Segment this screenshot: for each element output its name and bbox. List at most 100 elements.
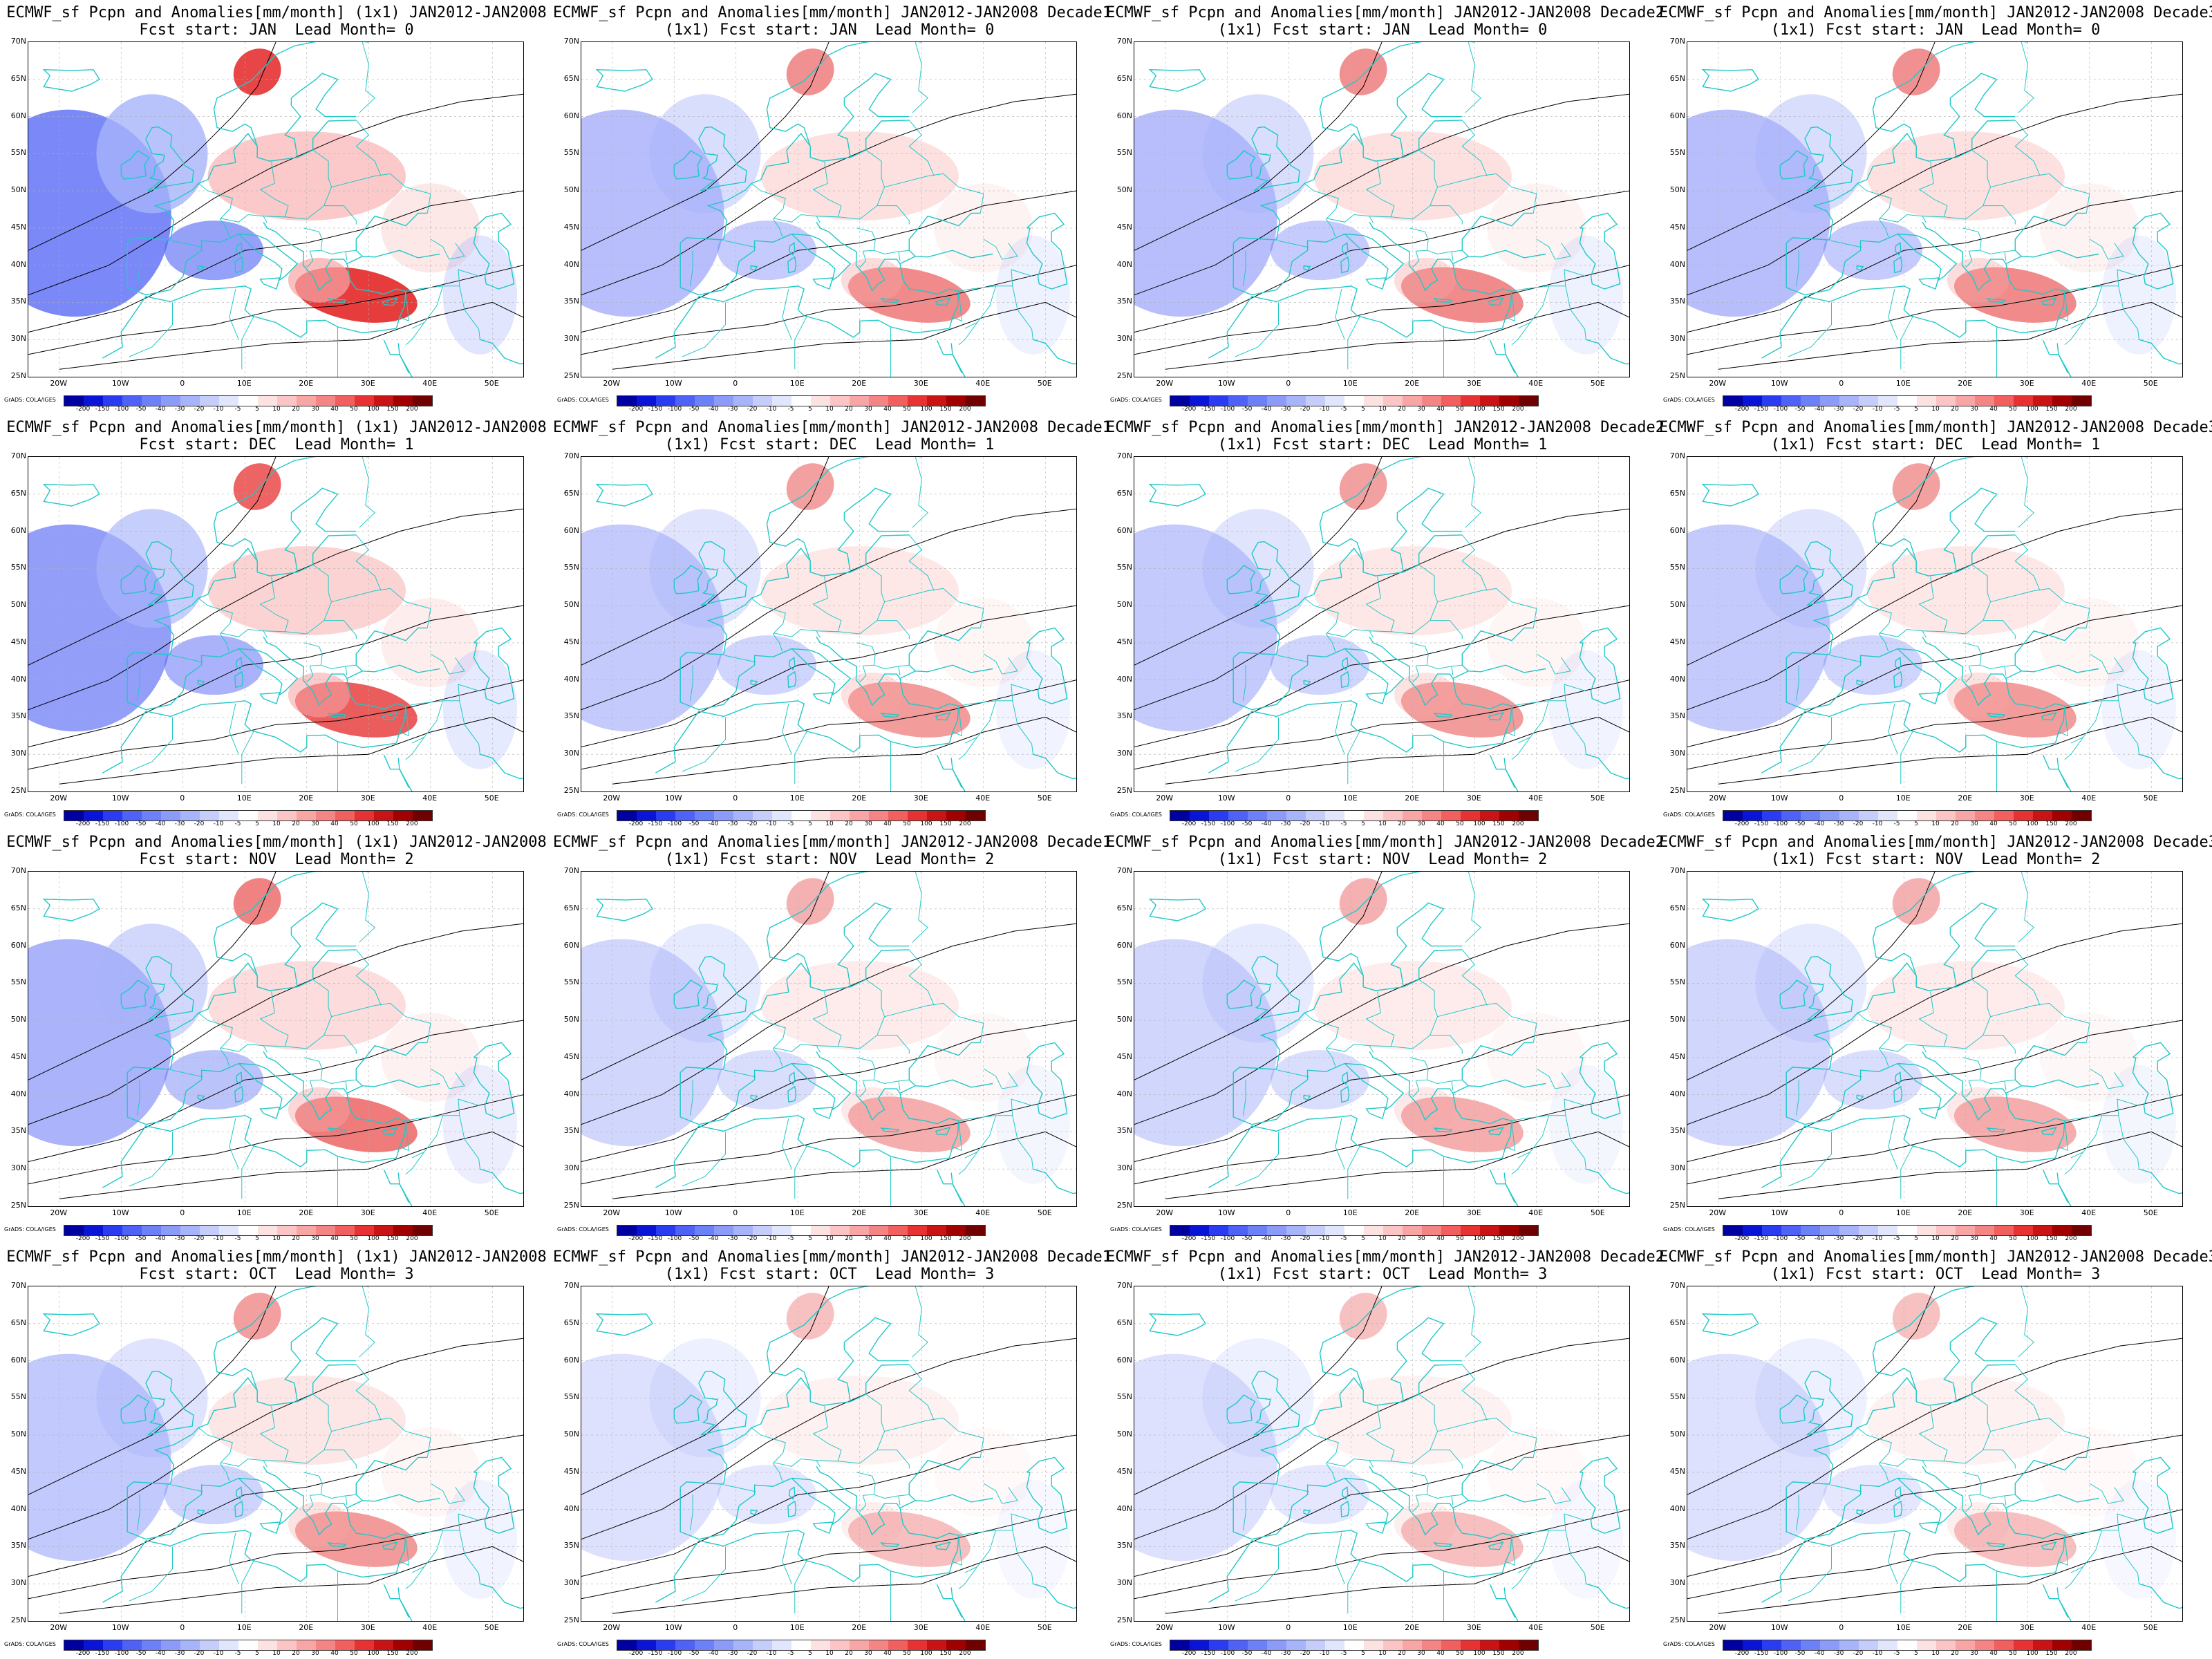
island-coastline — [327, 1542, 347, 1548]
island-coastline — [787, 671, 797, 688]
coastline — [1251, 1530, 1503, 1582]
longitude-tick-label: 40E — [1528, 1623, 1544, 1632]
map-canvas — [581, 872, 1076, 1206]
country-border — [1327, 214, 1374, 223]
colorbar-swatch — [1519, 1640, 1538, 1650]
longitude-tick-label: 0 — [1286, 1623, 1291, 1632]
coastline — [1761, 711, 1806, 774]
country-border — [2089, 653, 2124, 675]
colorbar-tick-label: -30 — [174, 1235, 185, 1242]
latitude-tick-label: 50N — [10, 185, 26, 195]
coastline — [1232, 949, 1463, 1073]
anomaly-shading — [164, 1465, 264, 1525]
colorbar-tick-label: -40 — [1261, 1650, 1272, 1657]
latitude-tick-label: 45N — [10, 222, 26, 232]
country-border — [1277, 655, 1309, 663]
latitude-tick-label: 45N — [563, 1051, 579, 1061]
coastline — [1785, 534, 2016, 658]
anomaly-shading — [847, 1511, 971, 1567]
country-border — [1437, 1417, 1537, 1458]
coastline — [102, 296, 147, 359]
colorbar-swatch — [1383, 811, 1403, 821]
colorbar-swatch — [355, 396, 374, 406]
panel-title: ECMWF_sf Pcpn and Anomalies[mm/month] JA… — [1106, 4, 1665, 39]
colorbar-swatch — [413, 811, 432, 821]
colorbar-tick-label: -30 — [727, 1235, 738, 1242]
island-coastline — [880, 1127, 900, 1133]
country-border — [952, 1121, 962, 1152]
colorbar-swatch — [966, 811, 985, 821]
country-border — [874, 250, 910, 255]
country-border — [859, 251, 867, 268]
anomaly-shading — [786, 463, 834, 510]
country-border — [964, 1115, 997, 1159]
island-coastline — [1365, 692, 1387, 705]
colorbar-tick-label: -20 — [1853, 821, 1864, 827]
latitude-tick-label: 35N — [563, 1126, 579, 1136]
colorbar-swatch — [84, 811, 103, 821]
colorbar-tick-label: -40 — [1814, 1650, 1825, 1657]
island-coastline — [120, 1394, 150, 1424]
colorbar-tick-label: 150 — [386, 1650, 399, 1657]
country-border — [1880, 1043, 1927, 1053]
colorbar-swatch — [277, 1226, 297, 1235]
colorbar-tick-label: -20 — [1853, 1235, 1864, 1242]
colorbar-tick-label: -30 — [1280, 1650, 1291, 1657]
colorbar-tick-label: -5 — [1340, 1650, 1347, 1657]
country-border — [1335, 1533, 1345, 1584]
colorbar-swatch — [1344, 811, 1364, 821]
colorbar-swatch — [927, 1226, 946, 1235]
colorbar-tick-label: 100 — [1473, 1650, 1485, 1657]
island-coastline — [259, 277, 281, 290]
colorbar-swatch — [1956, 1226, 1975, 1235]
latitude-tick-label: 65N — [563, 73, 579, 83]
climatology-contour — [1165, 1546, 1629, 1614]
country-border — [1327, 628, 1374, 638]
coastline — [263, 1042, 428, 1121]
coastline — [1785, 120, 2016, 243]
country-border — [459, 285, 480, 340]
coastline — [1943, 487, 2016, 572]
country-border — [1517, 285, 1550, 329]
latitude-tick-label: 70N — [563, 37, 579, 46]
colorbar-swatch — [811, 1226, 830, 1235]
grads-credit: GrADS: COLA/IGES — [4, 1226, 56, 1232]
colorbar-tick-label: -5 — [1893, 821, 1900, 827]
colorbar-tick-label: 40 — [1436, 1650, 1445, 1657]
longitude-tick-label: 50E — [484, 1623, 499, 1632]
colorbar-tick-label: -40 — [1261, 821, 1272, 827]
island-coastline — [1251, 1370, 1300, 1436]
colorbar-tick-label: -100 — [667, 1235, 682, 1242]
colorbar-tick-label: 40 — [330, 1235, 339, 1242]
anomaly-shading — [233, 463, 281, 510]
country-border — [1427, 250, 1463, 255]
country-border — [1505, 1121, 1515, 1152]
country-border — [1990, 1417, 2090, 1458]
climatology-contour — [581, 1338, 1076, 1540]
colorbar-tick-label: 5 — [1361, 821, 1365, 827]
country-border — [1505, 291, 1515, 322]
latitude-tick-label: 45N — [1116, 1466, 1132, 1476]
coastline — [346, 263, 406, 329]
country-border — [912, 872, 928, 943]
colorbar-swatch — [1994, 1640, 2014, 1650]
coastline — [2021, 664, 2099, 673]
coastline — [2139, 1168, 2182, 1194]
map-panel: ECMWF_sf Pcpn and Anomalies[mm/month] JA… — [1659, 1244, 2212, 1659]
country-border — [355, 949, 382, 1006]
country-border — [1980, 1079, 2016, 1085]
anomaly-shading — [1953, 682, 2077, 738]
longitude-tick-label: 20E — [852, 794, 867, 803]
colorbar-swatch — [1480, 811, 1499, 821]
colorbar-swatch — [142, 811, 161, 821]
coastline — [655, 296, 700, 359]
coastline — [1369, 1456, 1534, 1536]
colorbar-tick-label: -20 — [747, 1650, 758, 1657]
colorbar-tick-label: 50 — [2009, 1650, 2017, 1657]
colorbar-tick-label: -100 — [1773, 406, 1788, 413]
country-border — [1918, 1406, 1948, 1462]
colorbar-swatch — [1936, 1640, 1956, 1650]
colorbar-tick-label: 150 — [1492, 406, 1505, 413]
latitude-tick-label: 35N — [1116, 1541, 1132, 1550]
longitude-tick-label: 10E — [1342, 1208, 1358, 1217]
